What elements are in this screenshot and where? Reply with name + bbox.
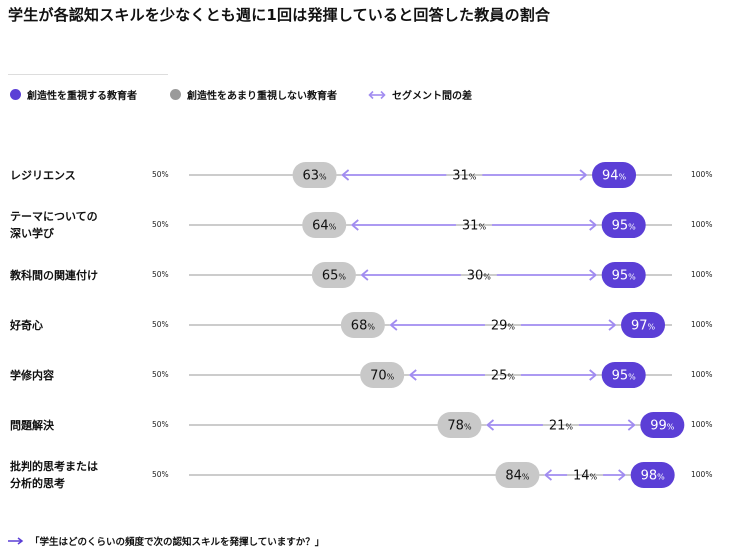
high-value-label: 95%	[612, 219, 637, 234]
low-value-label: 70%	[370, 369, 395, 384]
gap-arrowhead-right	[608, 319, 617, 331]
gap-arrowhead-left	[360, 269, 369, 281]
gap-arrowhead-right	[579, 169, 588, 181]
low-value-label: 64%	[312, 219, 337, 234]
axis-min-label: 50%	[152, 470, 169, 479]
category-label-line: 教科間の関連付け	[10, 268, 98, 282]
right-arrow-icon	[8, 537, 24, 545]
low-value-label: 78%	[447, 419, 472, 434]
legend-high-label: 創造性を重視する教育者	[27, 91, 137, 102]
axis-max-label: 100%	[691, 220, 713, 229]
low-value-label: 68%	[351, 319, 376, 334]
gap-arrowhead-left	[341, 169, 350, 181]
high-value-pill	[630, 462, 675, 488]
gap-arrowhead-left	[350, 219, 359, 231]
high-value-label: 98%	[641, 469, 666, 484]
legend-gap-label: セグメント間の差	[392, 91, 472, 102]
high-value-label: 94%	[602, 169, 627, 184]
category-label: 教科間の関連付け	[10, 267, 98, 284]
legend-item-low: 創造性をあまり重視しない教育者	[170, 87, 337, 102]
low-value-label: 63%	[303, 169, 328, 184]
low-value-label: 84%	[505, 469, 530, 484]
footnote-text: 「学生はどのくらいの頻度で次の認知スキルを発揮していますか？」	[30, 537, 325, 548]
axis-max-label: 100%	[691, 170, 713, 179]
legend-item-gap: セグメント間の差	[368, 87, 472, 102]
high-value-pill	[592, 162, 637, 188]
gap-arrowhead-left	[486, 419, 495, 431]
category-label-line: テーマについての	[10, 210, 98, 223]
gap-value-label: 31%	[462, 219, 487, 234]
low-value-pill	[437, 412, 482, 438]
axis-min-label: 50%	[152, 220, 169, 229]
category-label: 学修内容	[10, 367, 54, 384]
category-label-line: 分析的思考	[10, 477, 65, 490]
gap-value-label: 31%	[452, 169, 477, 184]
legend-high-swatch	[10, 89, 21, 100]
double-arrow-icon	[368, 90, 386, 99]
gap-arrowhead-right	[589, 219, 598, 231]
category-label: 問題解決	[10, 417, 54, 434]
footnote: 「学生はどのくらいの頻度で次の認知スキルを発揮していますか？」	[8, 534, 324, 548]
category-label-line: 学修内容	[10, 368, 54, 382]
axis-max-label: 100%	[691, 470, 713, 479]
category-label-line: レジリエンス	[10, 168, 76, 182]
legend-low-label: 創造性をあまり重視しない教育者	[187, 91, 337, 102]
gap-arrowhead-right	[589, 269, 598, 281]
gap-value-label: 30%	[467, 269, 492, 284]
category-label-line: 深い学び	[10, 227, 54, 240]
axis-min-label: 50%	[152, 270, 169, 279]
axis-min-label: 50%	[152, 370, 169, 379]
category-label-line: 問題解決	[10, 418, 54, 432]
low-value-pill	[292, 162, 337, 188]
legend-low-swatch	[170, 89, 181, 100]
category-label-line: 好奇心	[10, 318, 43, 332]
gap-arrowhead-left	[544, 469, 553, 481]
gap-value-label: 29%	[491, 319, 516, 334]
gap-value-label: 14%	[573, 469, 598, 484]
low-value-label: 65%	[322, 269, 347, 284]
low-value-pill	[311, 262, 356, 288]
high-value-label: 99%	[650, 419, 675, 434]
category-label: 批判的思考または 分析的思考	[10, 458, 98, 492]
low-value-pill	[340, 312, 385, 338]
title-divider	[8, 74, 168, 75]
category-label: 好奇心	[10, 317, 43, 334]
gap-arrowhead-right	[589, 369, 598, 381]
category-label-line: 批判的思考または	[10, 460, 98, 473]
axis-max-label: 100%	[691, 270, 713, 279]
gap-arrowhead-right	[627, 419, 636, 431]
high-value-pill	[621, 312, 666, 338]
low-value-pill	[360, 362, 405, 388]
high-value-pill	[601, 262, 646, 288]
axis-max-label: 100%	[691, 420, 713, 429]
high-value-pill	[601, 212, 646, 238]
gap-arrowhead-left	[408, 369, 417, 381]
high-value-pill	[640, 412, 685, 438]
high-value-pill	[601, 362, 646, 388]
chart-title: 学生が各認知スキルを少なくとも週に1回は発揮していると回答した教員の割合	[8, 6, 551, 24]
gap-value-label: 21%	[549, 419, 574, 434]
axis-min-label: 50%	[152, 320, 169, 329]
high-value-label: 95%	[612, 269, 637, 284]
category-label: テーマについての 深い学び	[10, 208, 98, 242]
high-value-label: 95%	[612, 369, 637, 384]
high-value-label: 97%	[631, 319, 656, 334]
gap-arrowhead-right	[618, 469, 627, 481]
legend-item-high: 創造性を重視する教育者	[10, 87, 137, 102]
low-value-pill	[495, 462, 540, 488]
low-value-pill	[302, 212, 347, 238]
axis-max-label: 100%	[691, 370, 713, 379]
axis-min-label: 50%	[152, 170, 169, 179]
axis-min-label: 50%	[152, 420, 169, 429]
category-label: レジリエンス	[10, 167, 76, 184]
gap-arrowhead-left	[389, 319, 398, 331]
axis-max-label: 100%	[691, 320, 713, 329]
gap-value-label: 25%	[491, 369, 516, 384]
